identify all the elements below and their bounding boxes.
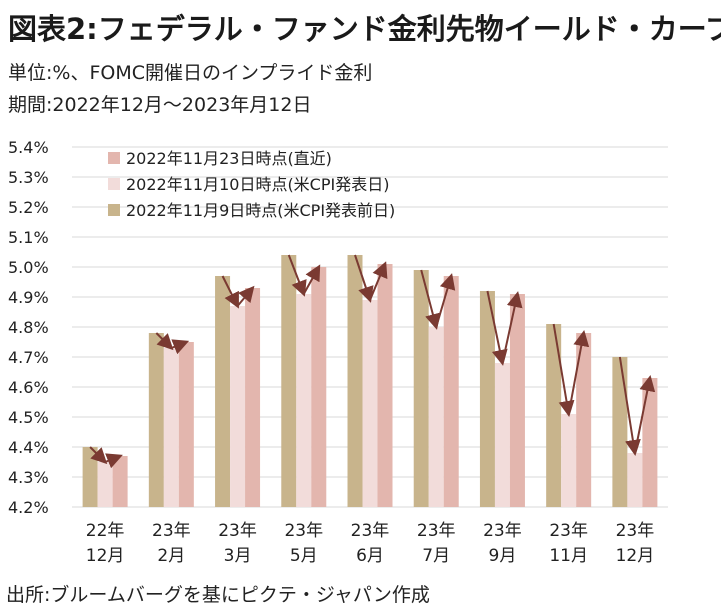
x-tick-label: 2月 bbox=[157, 546, 185, 566]
bar-series0 bbox=[413, 270, 429, 507]
arrow-down bbox=[89, 446, 108, 465]
bar-series2 bbox=[311, 267, 327, 507]
x-tick-label: 12月 bbox=[616, 546, 655, 566]
legend-label: 2022年11月10日時点(米CPI発表日) bbox=[126, 175, 389, 194]
arrow-down bbox=[618, 356, 641, 456]
change-arrows bbox=[89, 254, 656, 469]
bar-series0 bbox=[82, 447, 98, 507]
bar-series0 bbox=[546, 324, 562, 507]
y-tick-label: 5.2% bbox=[8, 198, 49, 217]
x-tick-label: 23年 bbox=[351, 521, 390, 541]
bar-series0 bbox=[612, 357, 628, 507]
bar-series1 bbox=[296, 294, 312, 507]
bars bbox=[82, 255, 658, 507]
arrow-up bbox=[633, 375, 656, 454]
bar-series2 bbox=[576, 333, 592, 507]
bar-series1 bbox=[627, 453, 643, 507]
arrow-up bbox=[369, 261, 388, 301]
bar-series0 bbox=[347, 255, 363, 507]
period-subtitle: 期間:2022年12月～2023年月12日 bbox=[8, 94, 312, 116]
bar-series1 bbox=[362, 300, 378, 507]
y-tick-label: 5.1% bbox=[8, 228, 49, 247]
bar-series1 bbox=[494, 363, 510, 507]
x-tick-label: 23年 bbox=[616, 521, 655, 541]
source-note: 出所:ブルームバーグを基にピクテ・ジャパン作成 bbox=[6, 584, 430, 606]
bar-series0 bbox=[148, 333, 164, 507]
unit-subtitle: 単位:%、FOMC開催日のインプライド金利 bbox=[8, 62, 373, 84]
x-tick-label: 3月 bbox=[224, 546, 252, 566]
arrow-up bbox=[302, 264, 321, 295]
arrow-up bbox=[104, 453, 123, 469]
legend-swatch bbox=[108, 204, 120, 216]
x-tick-label: 23年 bbox=[284, 521, 323, 541]
x-tick-label: 12月 bbox=[86, 546, 125, 566]
bar-series0 bbox=[479, 291, 495, 507]
x-tick-label: 9月 bbox=[489, 546, 517, 566]
legend-label: 2022年11月9日時点(米CPI発表前日) bbox=[126, 201, 395, 220]
arrow-up bbox=[236, 285, 255, 307]
arrow-up bbox=[501, 291, 523, 364]
x-tick-label: 6月 bbox=[356, 546, 384, 566]
bar-series2 bbox=[509, 294, 525, 507]
y-tick-label: 4.2% bbox=[8, 498, 49, 517]
y-tick-label: 4.3% bbox=[8, 468, 49, 487]
x-tick-label: 23年 bbox=[549, 521, 588, 541]
bar-series0 bbox=[281, 255, 297, 507]
bar-series2 bbox=[443, 276, 459, 507]
legend-swatch bbox=[108, 152, 120, 164]
y-tick-label: 4.7% bbox=[8, 348, 49, 367]
y-tick-label: 4.9% bbox=[8, 288, 49, 307]
x-tick-label: 23年 bbox=[152, 521, 191, 541]
legend: 2022年11月23日時点(直近) 2022年11月10日時点(米CPI発表日) 2… bbox=[108, 149, 395, 220]
bar-series2 bbox=[178, 342, 194, 507]
y-tick-label: 4.8% bbox=[8, 318, 49, 337]
bar-series2 bbox=[112, 456, 128, 507]
arrow-down bbox=[486, 290, 508, 366]
bar-series1 bbox=[428, 327, 444, 507]
bar-series1 bbox=[97, 462, 113, 507]
x-tick-label: 23年 bbox=[483, 521, 522, 541]
x-tick-label: 23年 bbox=[218, 521, 257, 541]
arrow-up bbox=[567, 330, 590, 415]
x-tick-label: 22年 bbox=[86, 521, 125, 541]
bar-series1 bbox=[561, 414, 577, 507]
arrow-down bbox=[287, 254, 307, 297]
bar-series1 bbox=[230, 306, 246, 507]
bar-series2 bbox=[377, 264, 393, 507]
y-tick-label: 5.3% bbox=[8, 168, 49, 187]
arrow-down bbox=[420, 269, 441, 330]
x-axis: 22年 12月 23年 2月 23年 3月 23年 5月 23年 6月 23年 7月 23年 9月 23年 1… bbox=[86, 521, 654, 566]
y-tick-label: 4.5% bbox=[8, 408, 49, 427]
x-tick-label: 11月 bbox=[549, 546, 588, 566]
y-tick-label: 5.4% bbox=[8, 138, 49, 157]
page-title: 図表2:フェデラル・ファンド金利先物イールド・カーブ bbox=[8, 12, 721, 46]
y-axis: 4.2% 4.3% 4.4% 4.5% 4.6% 4.7% 4.8% 4.9% 5.0% 5.1%… bbox=[8, 138, 49, 517]
bar-series2 bbox=[642, 378, 658, 507]
arrow-down bbox=[155, 332, 174, 351]
bar-series0 bbox=[215, 276, 231, 507]
x-tick-label: 23年 bbox=[417, 521, 456, 541]
legend-swatch bbox=[108, 178, 120, 190]
arrow-down bbox=[552, 323, 575, 417]
legend-label: 2022年11月23日時点(直近) bbox=[126, 149, 332, 168]
y-tick-label: 4.6% bbox=[8, 378, 49, 397]
x-tick-label: 5月 bbox=[290, 546, 318, 566]
y-tick-label: 5.0% bbox=[8, 258, 49, 277]
bar-series2 bbox=[245, 288, 261, 507]
y-tick-label: 4.4% bbox=[8, 438, 49, 457]
x-tick-label: 7月 bbox=[422, 546, 450, 566]
bar-series1 bbox=[163, 348, 179, 507]
arrow-up bbox=[435, 273, 456, 328]
arrow-up bbox=[170, 339, 190, 355]
arrow-down bbox=[354, 254, 374, 303]
arrow-down bbox=[221, 275, 239, 309]
